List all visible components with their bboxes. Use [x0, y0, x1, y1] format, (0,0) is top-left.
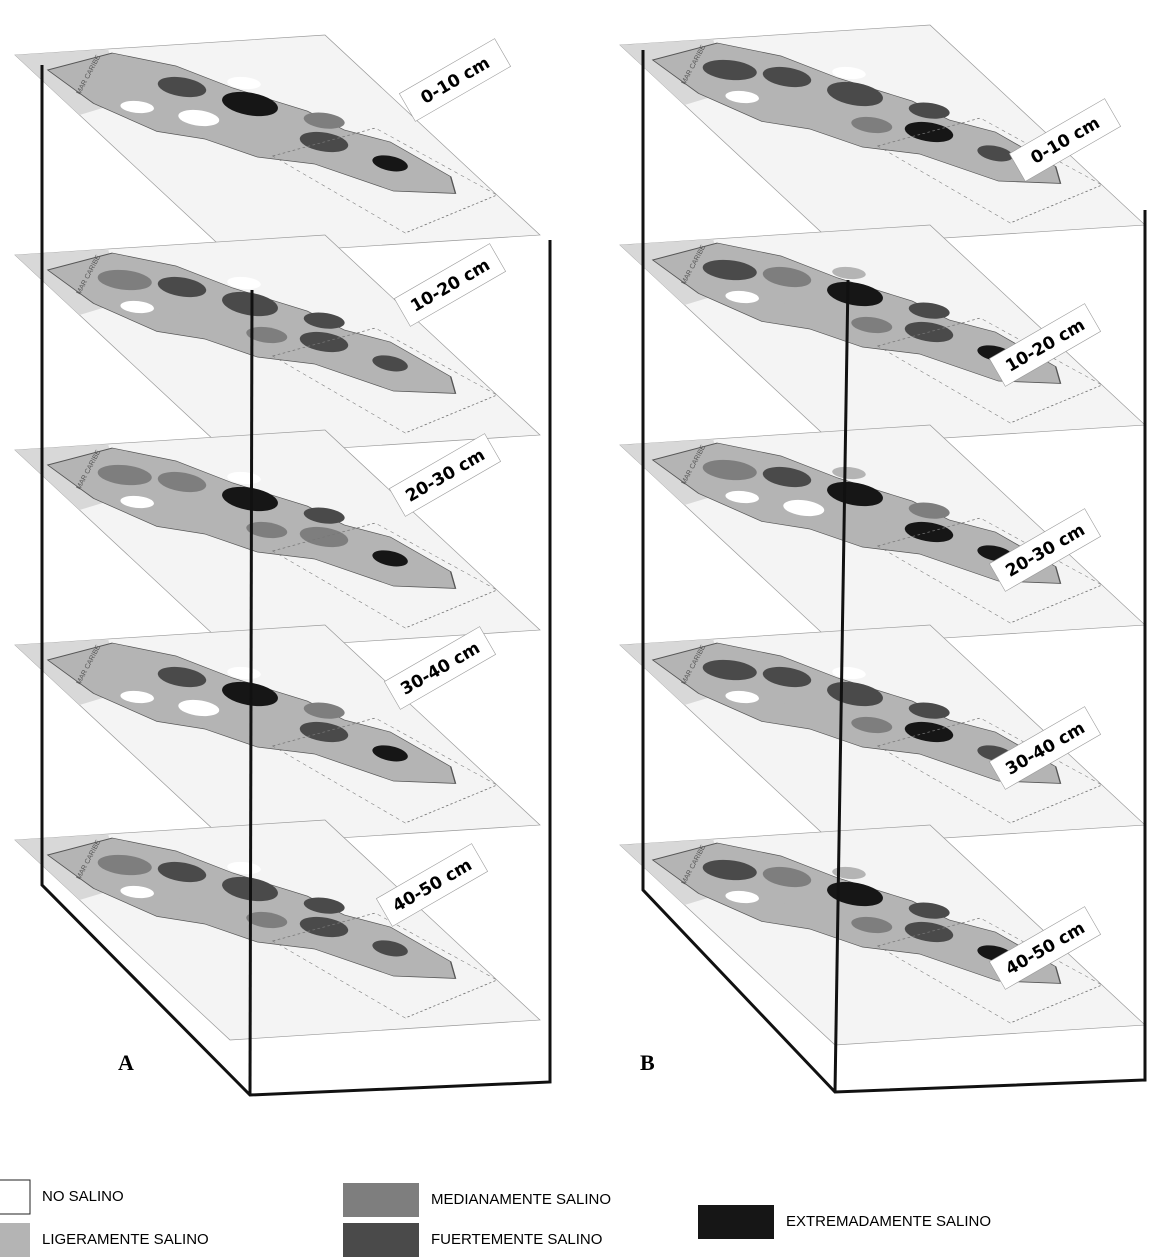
figure: MAR CARIBE0-10 cmMAR CARIBE10-20 cmMAR C…: [0, 0, 1171, 1259]
legend-label: FUERTEMENTE SALINO: [431, 1231, 602, 1248]
panel-label: B: [640, 1050, 655, 1075]
legend-label: LIGERAMENTE SALINO: [42, 1231, 209, 1248]
legend-swatch: [343, 1223, 419, 1257]
panel-label: A: [118, 1050, 134, 1075]
legend-swatch: [698, 1205, 774, 1239]
legend-label: NO SALINO: [42, 1188, 124, 1205]
legend-swatch: [0, 1223, 30, 1257]
legend-swatch: [0, 1180, 30, 1214]
legend-swatch: [343, 1183, 419, 1217]
legend-label: MEDIANAMENTE SALINO: [431, 1191, 611, 1208]
legend-label: EXTREMADAMENTE SALINO: [786, 1213, 991, 1230]
frame: [250, 290, 252, 1095]
